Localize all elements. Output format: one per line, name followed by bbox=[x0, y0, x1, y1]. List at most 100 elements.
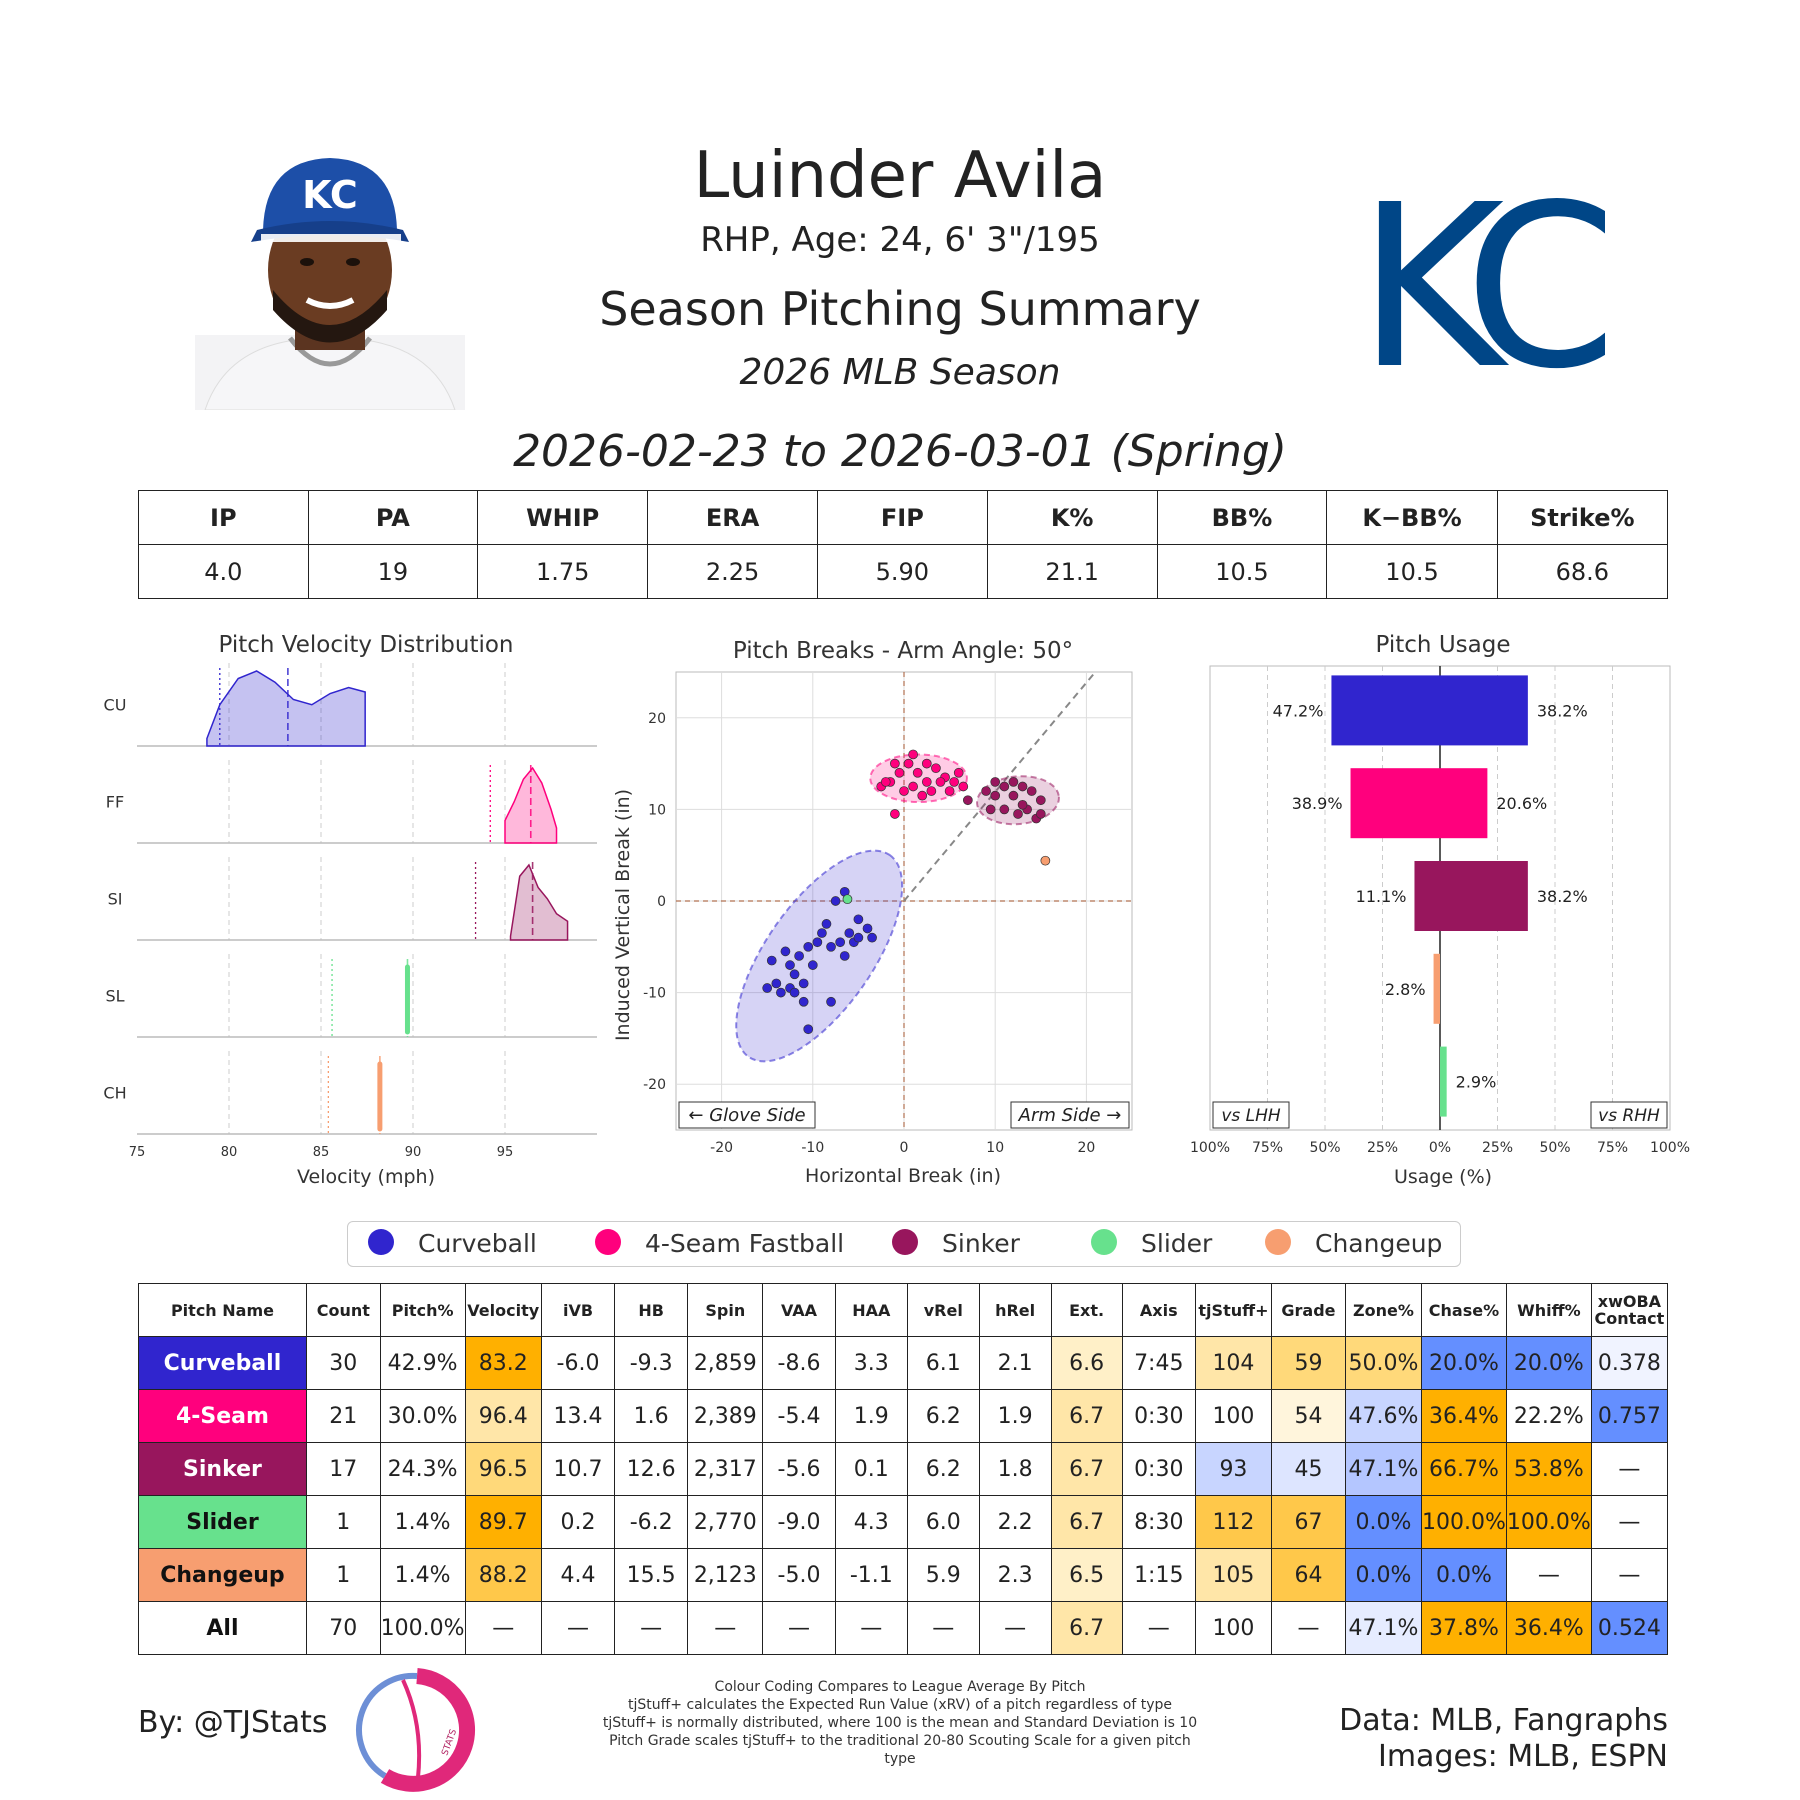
legend-label: 4-Seam Fastball bbox=[645, 1229, 845, 1258]
footer-notes: Colour Coding Compares to League Average… bbox=[602, 1679, 1198, 1767]
pitch-table-cell: 1:15 bbox=[1121, 1548, 1196, 1602]
legend-item: Changeup bbox=[1265, 1222, 1442, 1266]
usage-tick-label: 100% bbox=[1190, 1140, 1230, 1156]
pitch-table-cell: 105 bbox=[1194, 1548, 1273, 1602]
pitch-table-cell: 89.7 bbox=[464, 1495, 542, 1549]
pitch-table-cell: -1.1 bbox=[834, 1548, 908, 1602]
pitch-table-cell: 30.0% bbox=[379, 1389, 466, 1443]
break-point bbox=[798, 978, 809, 989]
break-point bbox=[1017, 799, 1028, 810]
legend-marker bbox=[595, 1229, 621, 1255]
pitch-table-header: HAA bbox=[834, 1283, 908, 1337]
pitch-table-cell: 83.2 bbox=[464, 1336, 542, 1390]
break-point bbox=[931, 763, 941, 774]
break-point bbox=[789, 969, 800, 980]
break-y-tick: 0 bbox=[657, 894, 666, 910]
pitch-table-cell: 15.5 bbox=[614, 1548, 689, 1602]
break-point bbox=[899, 786, 909, 796]
velocity-density-ff bbox=[504, 766, 558, 844]
pitch-table-cell: 13.4 bbox=[540, 1389, 616, 1443]
usage-label-lhh: 2.8% bbox=[1385, 980, 1426, 999]
break-point bbox=[1035, 795, 1046, 806]
pitch-table-header: Velocity bbox=[464, 1283, 542, 1337]
pitch-table-cell: 1.4% bbox=[379, 1548, 466, 1602]
break-point bbox=[926, 786, 937, 796]
break-x-tick: -20 bbox=[710, 1140, 733, 1156]
break-point bbox=[894, 767, 905, 778]
pitch-table-header: Pitch% bbox=[379, 1283, 466, 1337]
break-point bbox=[1040, 855, 1051, 866]
pitch-table-cell: — bbox=[1590, 1495, 1669, 1549]
pitch-table-cell: 100 bbox=[1194, 1601, 1273, 1655]
pitch-name-cell: Curveball bbox=[138, 1336, 307, 1390]
break-point bbox=[908, 781, 918, 792]
break-point bbox=[958, 781, 969, 792]
usage-label-rhh: 38.2% bbox=[1537, 701, 1588, 720]
pitch-table-cell: 2,859 bbox=[687, 1336, 764, 1390]
break-point bbox=[880, 777, 891, 787]
pitch-table-cell: 112 bbox=[1194, 1495, 1273, 1549]
break-point bbox=[1013, 809, 1023, 819]
player-headshot: KC bbox=[195, 150, 465, 411]
break-point bbox=[949, 777, 960, 787]
table-row: 4-Seam 21 30.0% 96.4 13.4 1.6 2,389 -5.4 1.9 6.2 1… bbox=[138, 1389, 1669, 1443]
pitch-table-header: Chase% bbox=[1421, 1283, 1507, 1337]
velocity-chart-title: Pitch Velocity Distribution bbox=[218, 632, 513, 658]
stat-header: Strike% bbox=[1496, 490, 1669, 545]
arm-side-box bbox=[1010, 1101, 1130, 1129]
stat-header: K−BB% bbox=[1326, 490, 1498, 545]
break-point bbox=[953, 767, 964, 778]
pitch-table-cell: -6.2 bbox=[614, 1495, 689, 1549]
break-point bbox=[803, 1024, 814, 1035]
usage-label-lhh: 38.9% bbox=[1292, 794, 1343, 813]
team-logo: KC bbox=[1345, 150, 1637, 419]
break-y-tick: 20 bbox=[648, 711, 666, 727]
break-y-tick: 10 bbox=[648, 802, 666, 818]
break-x-tick: 20 bbox=[1077, 1140, 1095, 1156]
date-range: 2026-02-23 to 2026-03-01 (Spring) bbox=[513, 426, 1287, 477]
pitch-table-header: tjStuff+ bbox=[1194, 1283, 1273, 1337]
usage-tick-label: 25% bbox=[1482, 1140, 1513, 1156]
legend-marker bbox=[892, 1229, 918, 1255]
pitch-table-cell: 20.0% bbox=[1505, 1336, 1592, 1390]
usage-bar-lhh bbox=[1433, 953, 1440, 1024]
usage-bar-lhh bbox=[1331, 675, 1440, 746]
summary-title: Season Pitching Summary bbox=[599, 282, 1201, 336]
pitch-table-cell: 47.6% bbox=[1344, 1389, 1423, 1443]
break-point bbox=[766, 955, 777, 966]
pitch-table-cell: 2,389 bbox=[687, 1389, 764, 1443]
break-point bbox=[985, 804, 996, 815]
pitch-table-header: HB bbox=[614, 1283, 689, 1337]
break-point bbox=[867, 932, 877, 943]
break-point bbox=[1008, 777, 1019, 787]
stat-header: BB% bbox=[1156, 490, 1328, 545]
pitch-table-cell: 6.6 bbox=[1050, 1336, 1123, 1390]
pitch-table: Pitch Name Count Pitch% Velocity iVB HB Spin VA… bbox=[138, 1283, 1669, 1655]
pitch-name-cell: Slider bbox=[138, 1495, 307, 1549]
stat-header: K% bbox=[986, 490, 1158, 545]
break-point bbox=[935, 777, 946, 787]
break-point bbox=[862, 923, 873, 934]
pitch-table-cell: 104 bbox=[1194, 1336, 1273, 1390]
break-point bbox=[944, 786, 955, 796]
pitch-table-cell: 100.0% bbox=[379, 1601, 466, 1655]
player-name: Luinder Avila bbox=[693, 139, 1107, 213]
legend-item: Slider bbox=[1091, 1222, 1212, 1266]
usage-tick-label: 25% bbox=[1367, 1140, 1398, 1156]
pitch-table-cell: 22.2% bbox=[1505, 1389, 1592, 1443]
usage-label-rhh: 38.2% bbox=[1537, 887, 1588, 906]
pitch-table-header: hRel bbox=[978, 1283, 1052, 1337]
stat-header: PA bbox=[307, 490, 479, 545]
break-point bbox=[762, 983, 773, 993]
break-point bbox=[912, 767, 923, 778]
break-point bbox=[1008, 790, 1019, 801]
pitch-table-cell: 8:30 bbox=[1121, 1495, 1196, 1549]
pitch-table-cell: 88.2 bbox=[464, 1548, 542, 1602]
break-point bbox=[990, 790, 1001, 801]
velocity-row-label: CH bbox=[103, 1084, 126, 1103]
pitch-usage-chart: Pitch Usage 47.2% 38.2% 38.9% 20.6% 11.1% 38.… bbox=[1190, 632, 1690, 1188]
break-point bbox=[842, 894, 853, 905]
pitch-table-cell: 6.7 bbox=[1050, 1442, 1123, 1496]
pitch-table-cell: — bbox=[978, 1601, 1052, 1655]
usage-tick-label: 50% bbox=[1539, 1140, 1570, 1156]
